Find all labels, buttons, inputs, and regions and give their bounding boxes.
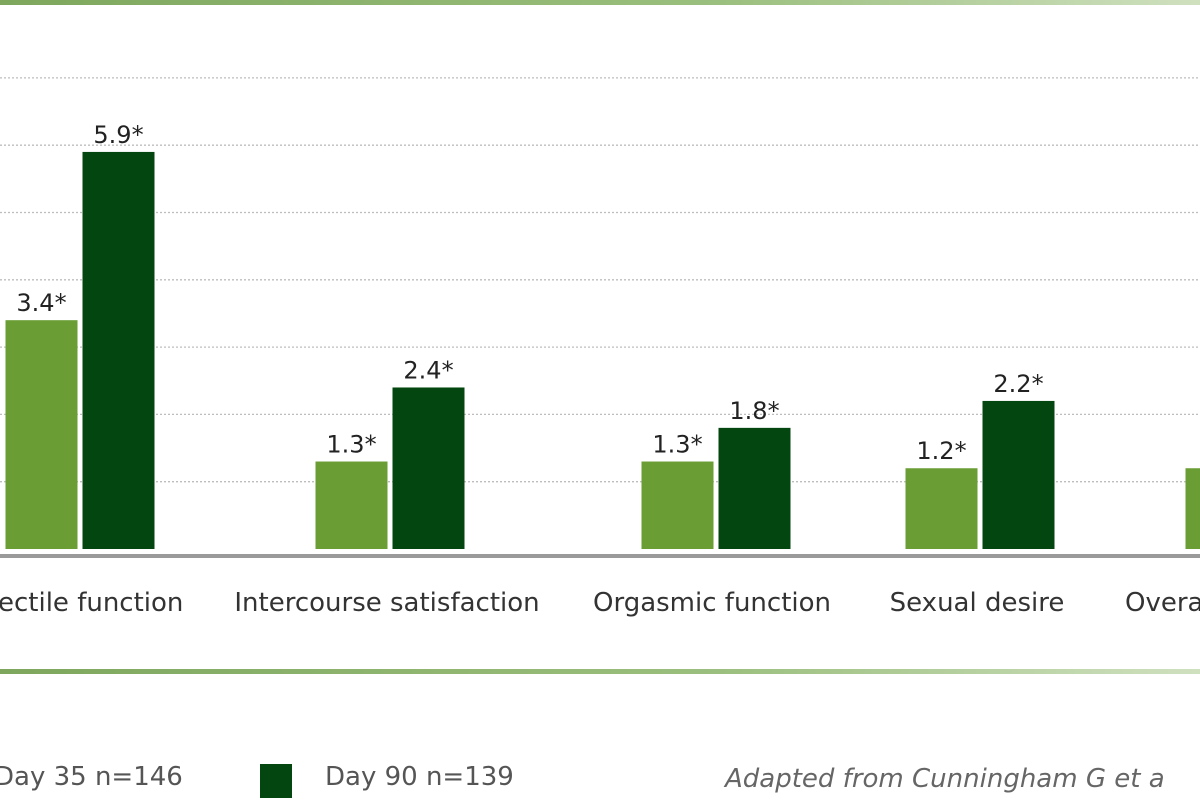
value-labels: 3.4*1.3*1.3*1.2*15.9*2.4*1.8*2.2*	[16, 121, 1043, 465]
legend-label-day90: Day 90 n=139	[325, 762, 514, 792]
value-label-series2-cat3: 1.8*	[729, 397, 779, 425]
legend-label-day35: Day 35 n=146	[0, 762, 183, 792]
bar-series2-cat1	[82, 151, 155, 549]
category-label-intercourse-satisfaction: Intercourse satisfaction	[234, 588, 540, 618]
bar-series1-cat4	[905, 468, 978, 549]
source-citation: Adapted from Cunningham G et a	[725, 764, 1165, 794]
category-label-overall-satisfaction: Overa	[1125, 588, 1200, 618]
legend-swatch-day90	[260, 764, 292, 798]
value-label-series2-cat1: 5.9*	[93, 121, 143, 149]
value-label-series1-cat1: 3.4*	[16, 289, 66, 317]
bar-series2-cat4	[982, 400, 1055, 549]
bars	[5, 151, 1200, 549]
bar-series2-cat2	[392, 387, 465, 549]
value-label-series1-cat2: 1.3*	[326, 431, 376, 459]
bar-series1-cat5	[1185, 468, 1200, 549]
value-label-series2-cat2: 2.4*	[403, 356, 453, 384]
bottom-divider	[0, 669, 1200, 674]
bar-series1-cat1	[5, 320, 78, 549]
category-label-erectile-function: ectile function	[0, 588, 184, 618]
category-label-sexual-desire: Sexual desire	[889, 588, 1065, 618]
value-label-series1-cat3: 1.3*	[652, 431, 702, 459]
category-label-orgasmic-function: Orgasmic function	[593, 588, 831, 618]
bar-chart: 3.4*1.3*1.3*1.2*15.9*2.4*1.8*2.2*	[0, 77, 1200, 558]
value-label-series2-cat4: 2.2*	[993, 370, 1043, 398]
bar-series1-cat3	[641, 461, 714, 549]
bar-series2-cat3	[718, 427, 791, 549]
bar-series1-cat2	[315, 461, 388, 549]
value-label-series1-cat4: 1.2*	[916, 437, 966, 465]
top-divider	[0, 0, 1200, 5]
